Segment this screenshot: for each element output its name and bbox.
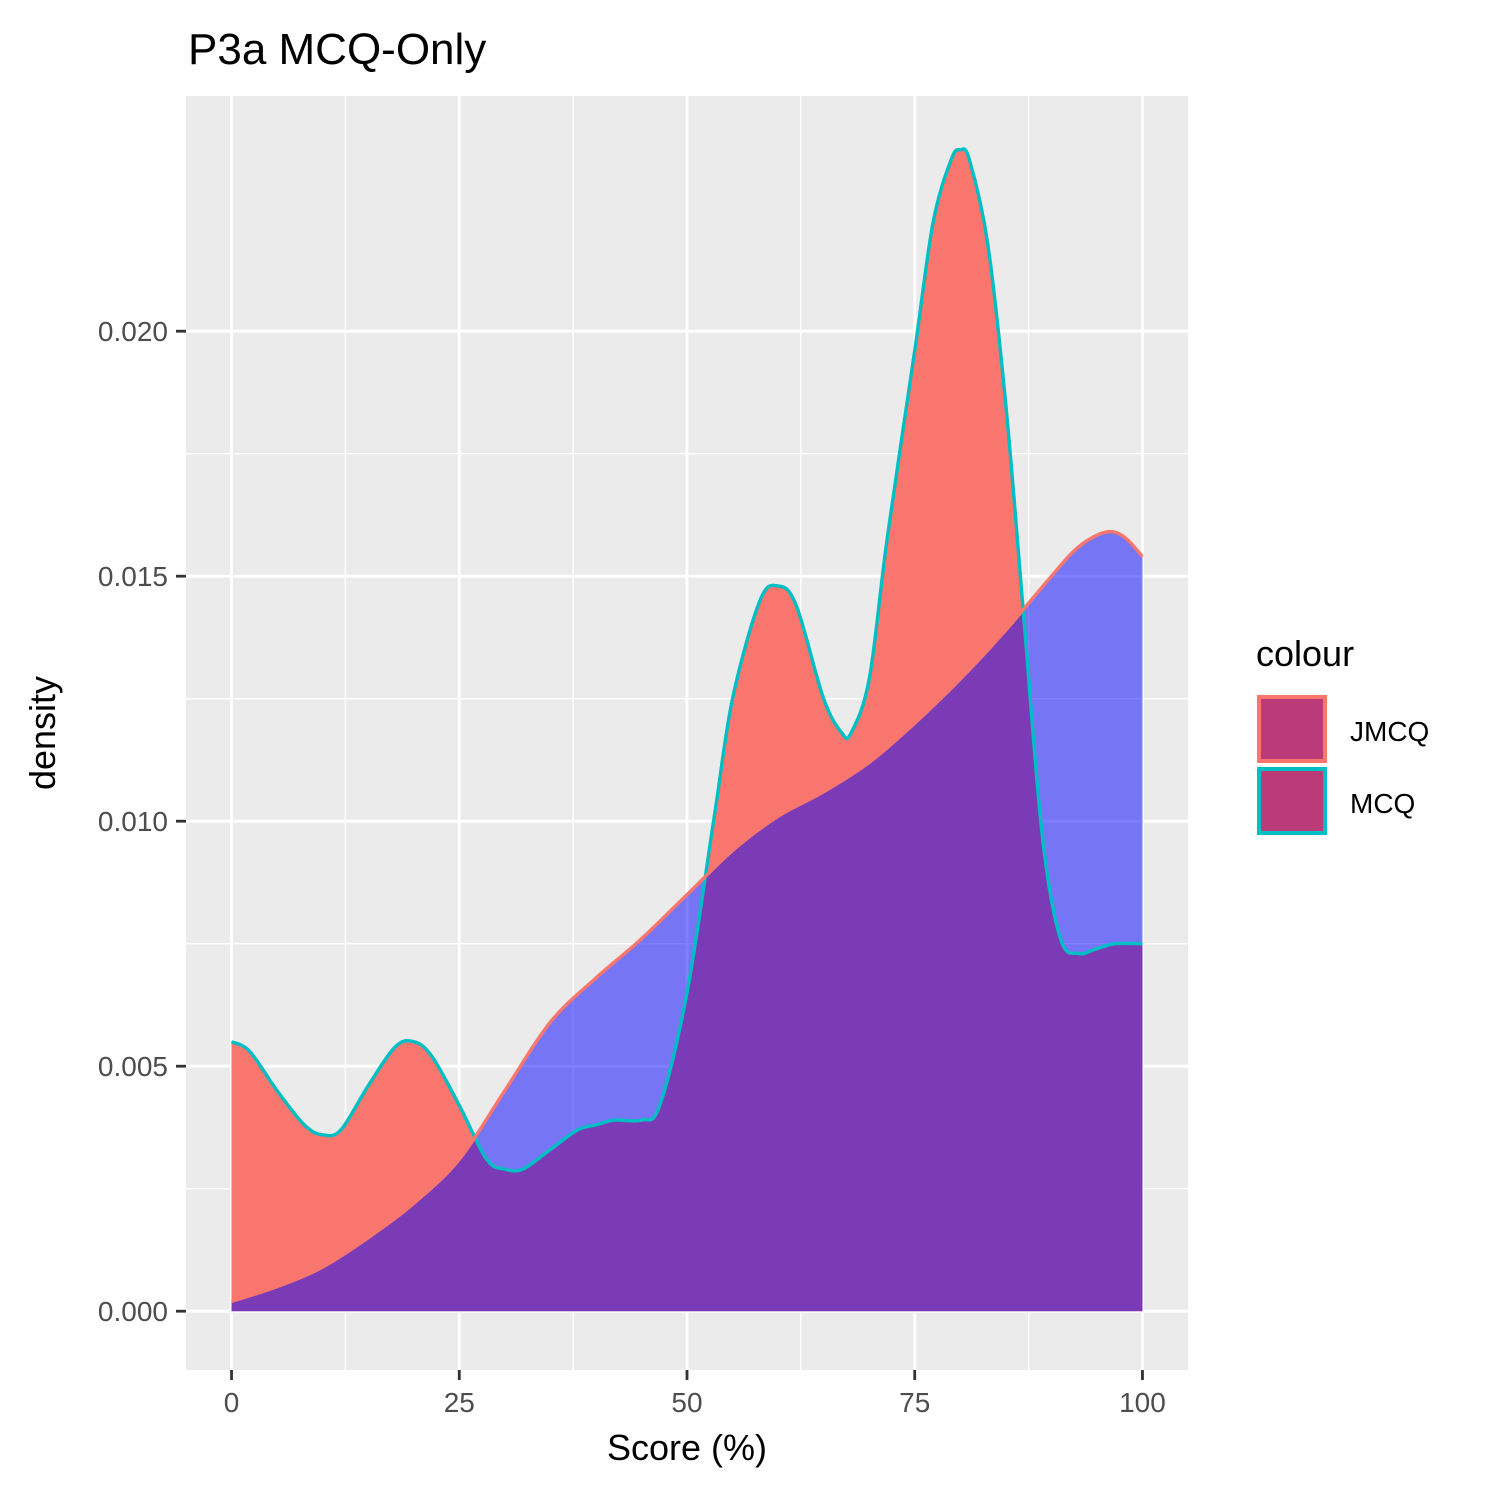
area-jmcq <box>231 531 1143 1312</box>
y-axis-ticks: 0.000 0.005 0.010 0.015 0.020 <box>98 316 186 1327</box>
x-tick-label: 0 <box>224 1387 240 1418</box>
legend-title: colour <box>1256 633 1354 674</box>
density-lines <box>230 147 1144 1304</box>
y-tick-label: 0.015 <box>98 561 168 592</box>
x-tick-label: 75 <box>899 1387 930 1418</box>
y-tick-label: 0.010 <box>98 806 168 837</box>
x-tick-label: 100 <box>1119 1387 1166 1418</box>
density-areas <box>231 148 1143 1312</box>
legend: colour JMCQ MCQ <box>1256 633 1429 835</box>
legend-key-mcq <box>1257 767 1327 835</box>
x-tick-label: 50 <box>671 1387 702 1418</box>
x-tick-label: 25 <box>444 1387 475 1418</box>
y-tick-label: 0.005 <box>98 1051 168 1082</box>
legend-label-jmcq: JMCQ <box>1350 716 1429 747</box>
x-axis-title: Score (%) <box>607 1427 767 1468</box>
y-axis-title: density <box>22 676 63 790</box>
x-axis-ticks: 0 25 50 75 100 <box>224 1370 1166 1418</box>
line-mcq <box>230 147 1143 1173</box>
legend-key-jmcq <box>1257 695 1327 763</box>
chart-title: P3a MCQ-Only <box>188 25 486 74</box>
y-tick-label: 0.000 <box>98 1296 168 1327</box>
y-tick-label: 0.020 <box>98 316 168 347</box>
legend-label-mcq: MCQ <box>1350 788 1415 819</box>
line-jmcq <box>230 529 1144 1304</box>
